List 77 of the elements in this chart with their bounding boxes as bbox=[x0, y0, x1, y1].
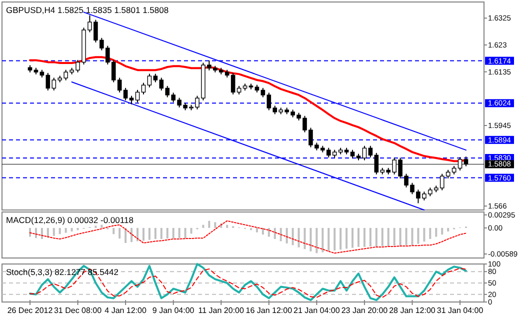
x-tick-label: 28 Jan 12:00 bbox=[389, 306, 436, 315]
bar bbox=[100, 224, 103, 228]
bar bbox=[202, 224, 204, 228]
chart-title: MACD(12,26,9) 0.00032 -0.00118 bbox=[6, 215, 134, 225]
bar bbox=[441, 228, 444, 235]
bar bbox=[328, 228, 330, 252]
x-tick-label: 31 Dec 08:00 bbox=[54, 306, 102, 315]
bar bbox=[322, 228, 324, 252]
bar bbox=[70, 228, 73, 232]
bar bbox=[447, 228, 450, 232]
bar bbox=[29, 228, 31, 237]
x-tick-label: 26 Dec 2012 bbox=[7, 306, 54, 315]
bar bbox=[429, 228, 432, 239]
bar bbox=[40, 228, 43, 239]
bar bbox=[184, 228, 186, 238]
bar bbox=[423, 228, 426, 242]
bar bbox=[352, 228, 354, 248]
bar bbox=[130, 228, 133, 242]
bar bbox=[369, 228, 372, 246]
bar bbox=[64, 228, 67, 233]
bar bbox=[375, 228, 378, 246]
bar bbox=[142, 228, 144, 241]
bar bbox=[346, 228, 348, 249]
bar bbox=[405, 228, 408, 246]
bar bbox=[310, 228, 312, 252]
bar bbox=[435, 228, 438, 237]
candlestick bbox=[123, 87, 128, 101]
candlestick bbox=[362, 145, 367, 161]
bar bbox=[58, 228, 61, 234]
x-tick-label: 16 Jan 12:00 bbox=[246, 306, 293, 315]
x-tick-label: 31 Jan 04:00 bbox=[436, 306, 484, 315]
bar bbox=[34, 228, 37, 238]
candlestick bbox=[368, 145, 373, 158]
bar bbox=[160, 228, 162, 239]
bar bbox=[334, 228, 336, 250]
bar bbox=[166, 228, 168, 239]
bar bbox=[387, 228, 390, 246]
candlestick bbox=[147, 73, 152, 88]
bar bbox=[118, 228, 121, 239]
bar bbox=[274, 228, 276, 239]
bar bbox=[316, 228, 318, 254]
bar bbox=[304, 228, 306, 250]
x-tick-label: 23 Jan 20:00 bbox=[341, 306, 388, 315]
bar bbox=[112, 228, 115, 234]
bar bbox=[280, 228, 282, 242]
bar bbox=[136, 228, 139, 242]
bar bbox=[357, 228, 360, 247]
bar bbox=[208, 220, 210, 228]
candlestick bbox=[135, 89, 140, 103]
bar bbox=[226, 224, 228, 228]
bar bbox=[268, 228, 270, 237]
x-tick-label: 11 Jan 20:00 bbox=[198, 306, 245, 315]
bar bbox=[178, 228, 180, 238]
candlestick bbox=[230, 72, 236, 95]
bar bbox=[298, 228, 300, 248]
candlestick bbox=[260, 87, 266, 98]
bar bbox=[52, 228, 55, 236]
bar bbox=[148, 228, 150, 240]
bar bbox=[172, 228, 174, 239]
bar bbox=[411, 228, 414, 246]
bar bbox=[124, 228, 127, 243]
bar bbox=[340, 228, 342, 250]
bar bbox=[399, 228, 402, 246]
x-tick-label: 21 Jan 04:00 bbox=[294, 306, 340, 315]
x-tick-label: 4 Jan 12:00 bbox=[104, 306, 148, 315]
bar bbox=[292, 228, 294, 246]
bar bbox=[393, 228, 396, 246]
bar bbox=[417, 228, 420, 244]
bar bbox=[363, 228, 366, 247]
bar bbox=[154, 228, 156, 239]
candlestick bbox=[141, 82, 146, 95]
bar bbox=[381, 228, 384, 246]
x-tick-label: 9 Jan 04:00 bbox=[152, 306, 195, 315]
chart-title: GBPUSD,H4 1.5825 1.5835 1.5801 1.5808 bbox=[6, 5, 169, 15]
bar bbox=[214, 222, 216, 228]
bar bbox=[190, 228, 192, 234]
bar bbox=[286, 228, 288, 244]
